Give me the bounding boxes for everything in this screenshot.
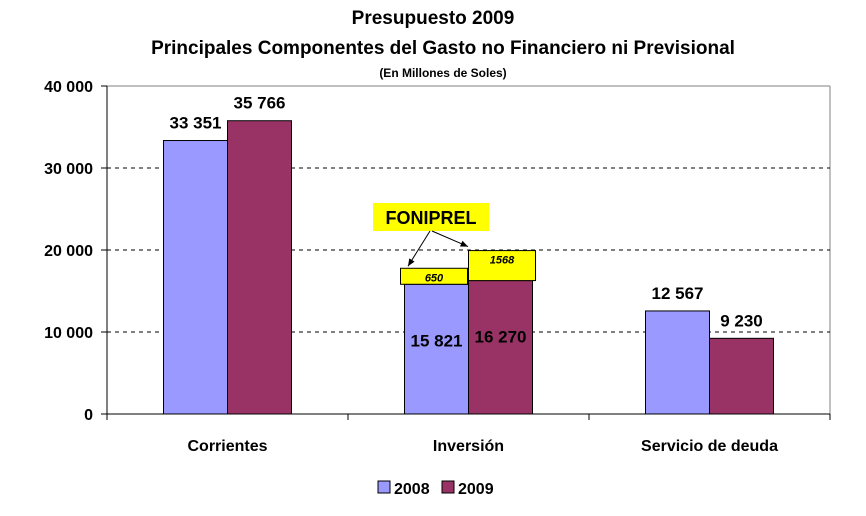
foniprel-value: 1568: [490, 255, 515, 267]
foniprel-value: 650: [425, 272, 444, 284]
legend-label: 2008: [394, 481, 430, 498]
data-label: 15 821: [411, 331, 463, 350]
bar-2008: [163, 140, 228, 415]
data-label: 12 567: [652, 284, 704, 303]
y-tick-label: 20 000: [44, 243, 93, 260]
bar-2008: [645, 310, 710, 415]
units-note: (En Millones de Soles): [379, 66, 506, 80]
data-label: 33 351: [170, 114, 222, 133]
plot-area: 0 10 000 20 000 30 000 40 000 Corrientes 33 35…: [44, 79, 831, 498]
legend-label: 2009: [458, 481, 494, 498]
bar-2009: [709, 337, 774, 415]
legend-swatch-2008: [377, 480, 391, 494]
x-tick-label: Servicio de deuda: [641, 438, 778, 455]
bar-2008: [404, 283, 469, 415]
x-tick-label: Inversión: [433, 438, 504, 455]
legend-swatch-2009: [441, 480, 455, 494]
x-tick-label: Corrientes: [187, 438, 267, 455]
arrow-head: [460, 240, 468, 247]
data-label: 16 270: [475, 328, 527, 347]
foniprel-label-box: [373, 203, 489, 231]
arrow-head: [408, 258, 415, 267]
data-label: 9 230: [720, 311, 763, 330]
y-tick-label: 0: [84, 407, 93, 424]
foniprel-label: FONIPREL: [385, 208, 476, 228]
foniprel-box: [468, 250, 536, 282]
bar-2009: [227, 120, 292, 415]
chart-title: Presupuesto 2009: [352, 8, 515, 29]
y-tick-label: 40 000: [44, 79, 93, 96]
foniprel-box: [400, 267, 468, 285]
bar-2009: [468, 280, 533, 415]
data-label: 35 766: [234, 94, 286, 113]
y-tick-label: 10 000: [44, 325, 93, 342]
chart-subtitle: Principales Componentes del Gasto no Fin…: [151, 38, 735, 59]
y-tick-label: 30 000: [44, 161, 93, 178]
